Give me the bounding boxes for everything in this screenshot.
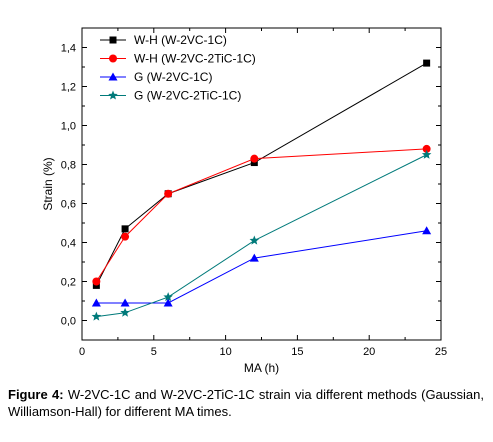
series-4-point [249,235,260,245]
y-tick-label: 1,2 [61,82,76,94]
series-3-point [91,298,101,307]
x-tick-label: 15 [291,346,303,358]
series-2-point [92,277,101,286]
legend-marker-4 [108,90,118,100]
legend-marker-2 [109,54,117,63]
series-line-3 [96,230,427,304]
y-tick-label: 0,0 [61,316,76,328]
series-4-point [421,149,432,159]
legend-marker-1 [109,36,117,44]
series-2-point [164,189,173,198]
x-tick-label: 20 [363,346,375,358]
series-2-point [121,232,130,241]
strain-chart: 0 5 10 15 20 25 0,0 0,2 0,4 0,6 0,8 1,0 1,2 1,4 MA (h)… [41,27,447,375]
series-1-point [121,225,129,233]
y-tick-label: 1,4 [61,43,76,55]
series-3-point [163,298,173,307]
x-tick-label: 5 [151,346,157,358]
legend-entry-1: W-H (W-2VC-1C) [134,33,227,47]
x-tick-label: 10 [219,346,231,358]
y-tick-label: 0,6 [61,199,76,211]
y-tick-label: 0,8 [61,160,76,172]
figure-caption: Figure 4: W-2VC-1C and W-2VC-2TiC-1C str… [8,386,484,420]
y-axis-title: Strain (%) [41,157,55,210]
legend-entry-4: G (W-2VC-2TiC-1C) [134,89,241,103]
series-3-point [249,253,259,262]
series-line-2 [95,148,427,282]
legend-marker-3 [108,72,118,81]
series-4-point [163,292,173,302]
series-2-point [422,144,431,153]
x-axis-title: MA (h) [244,361,279,375]
series-1-point [423,59,431,67]
series-2-point [250,154,259,163]
x-tick-label: 25 [435,346,447,358]
caption-text: W-2VC-1C and W-2VC-2TiC-1C strain via di… [8,387,484,419]
legend-entry-2: W-H (W-2VC-2TiC-1C) [134,52,256,66]
y-tick-label: 0,2 [61,277,76,289]
series-3-point [120,298,130,307]
series-4-point [91,311,102,321]
chart-svg: 0 5 10 15 20 25 0,0 0,2 0,4 0,6 0,8 1,0 1,2 1,4 MA (h)… [41,27,447,375]
caption-label: Figure 4: [8,387,64,402]
y-tick-label: 0,4 [61,238,76,250]
series-line-4 [96,154,427,318]
legend-entry-3: G (W-2VC-1C) [134,70,212,84]
series-4-point [120,307,130,317]
y-tick-label: 1,0 [61,121,76,133]
series-3-point [422,226,432,235]
x-tick-label: 0 [79,346,85,358]
